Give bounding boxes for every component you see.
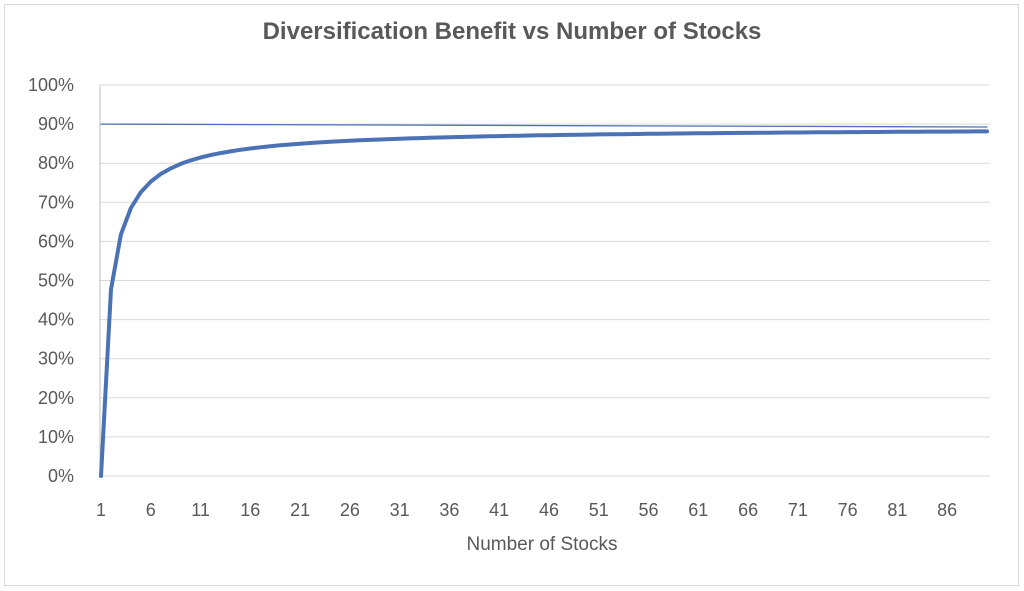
x-tick-label: 51: [589, 500, 609, 520]
x-tick-label: 76: [838, 500, 858, 520]
y-tick-label: 80%: [38, 153, 74, 173]
y-tick-label: 100%: [28, 75, 74, 95]
x-tick-label: 66: [738, 500, 758, 520]
chart-title: Diversification Benefit vs Number of Sto…: [262, 18, 762, 45]
y-tick-labels: 0% 10% 20% 30% 40% 50% 60% 70% 80% 90% 100%: [28, 75, 74, 486]
grid-lines: [100, 84, 990, 477]
y-tick-label: 20%: [38, 388, 74, 408]
x-tick-label: 56: [639, 500, 659, 520]
x-tick-label: 61: [688, 500, 708, 520]
x-tick-label: 26: [340, 500, 360, 520]
y-tick-label: 40%: [38, 310, 74, 330]
y-tick-label: 0%: [48, 466, 74, 486]
x-tick-label: 1: [96, 500, 106, 520]
x-tick-labels: 1 6 11 16 21 26 31 36 41 46 51 56 61 66 71 76 81 86: [96, 500, 957, 520]
x-axis-label: Number of Stocks: [466, 534, 618, 555]
x-tick-label: 86: [937, 500, 957, 520]
y-tick-label: 30%: [38, 349, 74, 369]
x-tick-label: 11: [191, 500, 210, 520]
x-tick-label: 71: [788, 500, 808, 520]
y-tick-label: 70%: [38, 192, 74, 212]
series-line-reference: [100, 123, 988, 128]
chart-frame: [4, 4, 1019, 586]
x-tick-label: 31: [390, 500, 410, 520]
x-tick-label: 46: [539, 500, 559, 520]
series-lines: [99, 123, 989, 478]
x-tick-label: 16: [240, 500, 260, 520]
x-tick-label: 41: [489, 500, 509, 520]
x-tick-label: 81: [887, 500, 907, 520]
x-tick-label: 6: [146, 500, 156, 520]
y-tick-label: 10%: [38, 427, 74, 447]
x-tick-label: 21: [290, 500, 310, 520]
y-tick-label: 50%: [38, 271, 74, 291]
y-tick-label: 60%: [38, 231, 74, 251]
series-line-benefit: [99, 129, 989, 478]
x-tick-label: 36: [439, 500, 459, 520]
y-tick-label: 90%: [38, 114, 74, 134]
